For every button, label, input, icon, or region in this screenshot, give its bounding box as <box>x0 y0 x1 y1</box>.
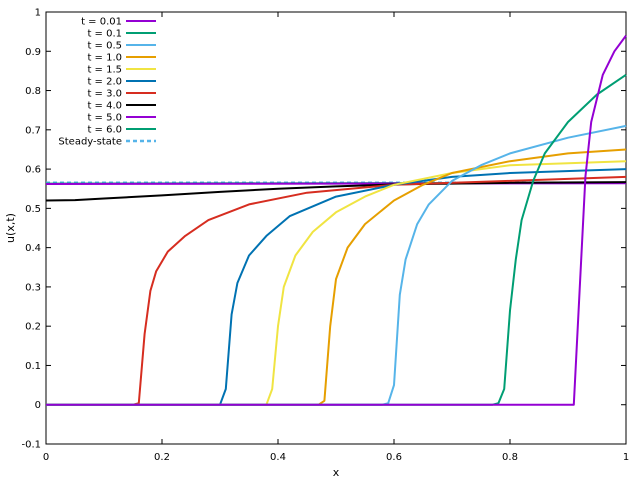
y-tick-label: 0.5 <box>25 204 41 215</box>
legend-label: Steady-state <box>58 137 122 148</box>
y-tick-label: 0.9 <box>25 47 41 58</box>
series-line-t-3-0 <box>46 175 627 406</box>
series-line-t-1-5 <box>46 160 627 406</box>
x-tick-label: 0.6 <box>386 452 402 463</box>
series-line-t-0-01 <box>46 35 627 406</box>
legend-label: t = 3.0 <box>87 89 122 100</box>
legend-label: t = 2.0 <box>87 77 122 88</box>
y-tick-label: 0.4 <box>25 243 41 254</box>
y-tick-label: 0.6 <box>25 165 41 176</box>
y-tick-label: -0.1 <box>21 440 41 451</box>
plot-border <box>45 11 627 445</box>
y-tick-label: 0.2 <box>25 322 41 333</box>
legend-label: t = 1.5 <box>87 65 122 76</box>
x-axis: 0 0.2 0.4 0.6 0.8 1 <box>43 12 629 463</box>
x-axis-label: x <box>333 466 340 479</box>
legend-label: t = 0.5 <box>87 41 122 52</box>
legend-label: t = 0.01 <box>81 17 122 28</box>
y-tick-label: 1 <box>35 8 41 19</box>
series-line-t-0-1 <box>46 73 627 406</box>
y-tick-label: 0.3 <box>25 282 41 293</box>
legend-label: t = 0.1 <box>87 29 122 40</box>
x-tick-label: 0 <box>43 452 49 463</box>
y-tick-label: 0 <box>35 400 41 411</box>
series-line-t-1-0 <box>46 148 627 406</box>
x-tick-label: 0.8 <box>502 452 518 463</box>
x-tick-label: 0.4 <box>270 452 286 463</box>
legend-label: t = 6.0 <box>87 125 122 136</box>
legend: t = 0.01t = 0.1t = 0.5t = 1.0t = 1.5t = … <box>58 17 156 148</box>
y-axis-label: u(x,t) <box>4 213 17 243</box>
y-tick-label: 0.8 <box>25 86 41 97</box>
legend-label: t = 5.0 <box>87 113 122 124</box>
x-tick-label: 0.2 <box>154 452 170 463</box>
series-layer <box>45 35 627 406</box>
legend-label: t = 1.0 <box>87 53 122 64</box>
x-tick-label: 1 <box>623 452 629 463</box>
y-tick-label: 0.1 <box>25 361 41 372</box>
y-axis: -0.1 0 0.1 0.2 0.3 0.4 0.5 0.6 0.7 0.8 0.9 1 <box>21 8 626 451</box>
series-line-t-2-0 <box>46 168 627 406</box>
y-tick-label: 0.7 <box>25 125 41 136</box>
legend-label: t = 4.0 <box>87 101 122 112</box>
